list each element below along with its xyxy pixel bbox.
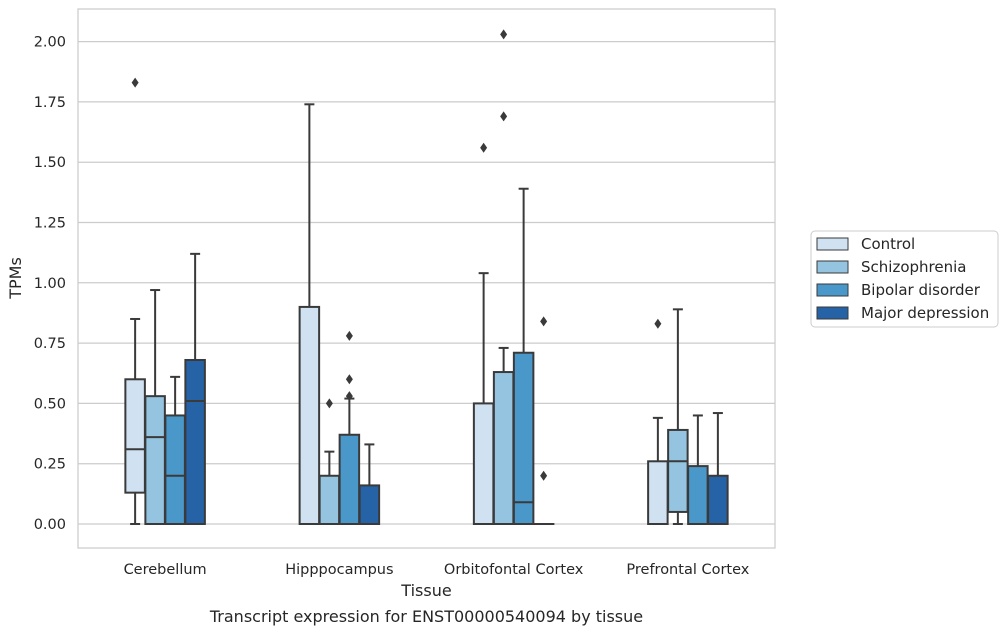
legend-swatch (816, 237, 849, 251)
outlier-point (500, 29, 508, 40)
legend-label: Major depression (861, 304, 989, 322)
chart-caption: Transcript expression for ENST0000054009… (209, 607, 643, 626)
box-schizophrenia (144, 289, 166, 525)
y-tick-label: 2.00 (34, 35, 66, 51)
box-plot-series (124, 29, 729, 526)
outlier-point (325, 398, 333, 409)
box-bipolar-disorder (164, 375, 186, 525)
y-tick-label: 0.75 (34, 336, 66, 352)
box-major-depression (707, 412, 729, 526)
outlier-point (345, 330, 353, 341)
box-control (298, 103, 321, 526)
x-tick-label: Prefrontal Cortex (626, 562, 749, 578)
box-iqr (298, 305, 321, 526)
x-tick-label: Orbitofontal Cortex (444, 562, 584, 578)
box-schizophrenia (667, 308, 689, 525)
y-axis-title: TPMs (6, 257, 25, 300)
outlier-point (500, 111, 508, 122)
legend: Control Schizophrenia Bipolar disorder Majo… (810, 230, 999, 328)
box-iqr (318, 474, 341, 526)
box-major-depression (532, 316, 555, 526)
y-tick-label: 1.75 (34, 95, 66, 111)
box-bipolar-disorder (512, 187, 535, 525)
box-iqr (647, 460, 669, 525)
box-iqr (164, 414, 186, 525)
y-tick-label: 0.00 (34, 517, 66, 533)
box-iqr (338, 433, 361, 526)
plot-area-frame (77, 8, 776, 549)
y-tick-label: 1.00 (34, 276, 66, 292)
legend-label: Control (861, 235, 915, 253)
box-iqr (687, 465, 709, 525)
legend-swatch (816, 283, 849, 297)
y-axis-ticks: 0.00 0.25 0.50 0.75 1.00 1.25 1.50 1.75 2.00 (34, 35, 66, 533)
box-iqr (492, 371, 515, 525)
y-tick-label: 0.50 (34, 396, 66, 412)
y-tick-label: 0.25 (34, 457, 66, 473)
box-iqr (124, 378, 146, 494)
outlier-point (480, 142, 488, 153)
box-schizophrenia (318, 398, 341, 526)
legend-swatch (816, 306, 849, 320)
outlier-point (540, 316, 548, 327)
x-axis-title: Tissue (400, 581, 451, 600)
x-tick-label: Cerebellum (124, 562, 207, 578)
box-iqr (707, 474, 729, 526)
y-tick-label: 1.50 (34, 155, 66, 171)
outlier-point (540, 470, 548, 481)
outlier-point (345, 374, 353, 385)
box-iqr (472, 402, 495, 525)
box-iqr (667, 428, 689, 513)
legend-label: Bipolar disorder (861, 281, 981, 299)
legend-swatch (816, 260, 849, 274)
box-major-depression (358, 443, 381, 525)
legend-label: Schizophrenia (861, 258, 966, 276)
x-axis-ticks: Cerebellum Hipppocampus Orbitofontal Corte… (124, 562, 750, 578)
box-iqr (512, 351, 535, 525)
x-tick-label: Hipppocampus (285, 562, 393, 578)
box-iqr (144, 395, 166, 525)
box-iqr (184, 358, 206, 526)
box-schizophrenia (492, 29, 515, 525)
legend-frame (810, 230, 999, 328)
outlier-point (345, 391, 353, 402)
box-major-depression (184, 252, 206, 526)
outlier-point (654, 318, 662, 329)
box-bipolar-disorder (338, 330, 361, 526)
outlier-point (131, 77, 139, 88)
box-control (647, 318, 669, 525)
box-iqr (358, 484, 381, 525)
y-tick-label: 1.25 (34, 216, 66, 232)
